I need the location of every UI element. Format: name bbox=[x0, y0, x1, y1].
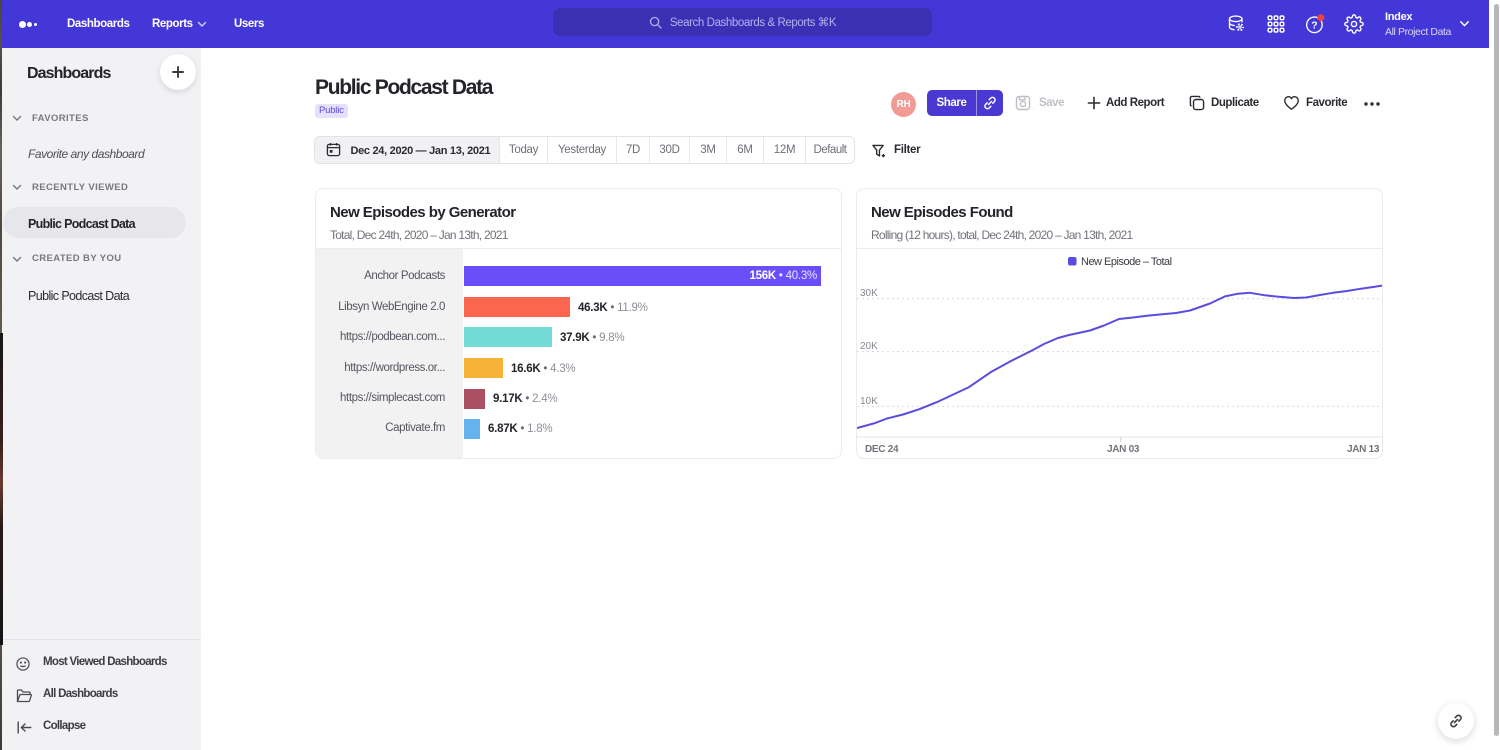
svg-text:New Episode – Total: New Episode – Total bbox=[1081, 256, 1172, 268]
svg-text:20K: 20K bbox=[860, 341, 878, 352]
svg-text:JAN 13: JAN 13 bbox=[1347, 444, 1380, 455]
svg-text:DEC 24: DEC 24 bbox=[865, 444, 899, 455]
svg-text:?: ? bbox=[1311, 21, 1317, 32]
svg-text:JAN 03: JAN 03 bbox=[1107, 444, 1140, 455]
svg-text:10K: 10K bbox=[860, 396, 878, 407]
svg-text:30K: 30K bbox=[860, 288, 878, 299]
